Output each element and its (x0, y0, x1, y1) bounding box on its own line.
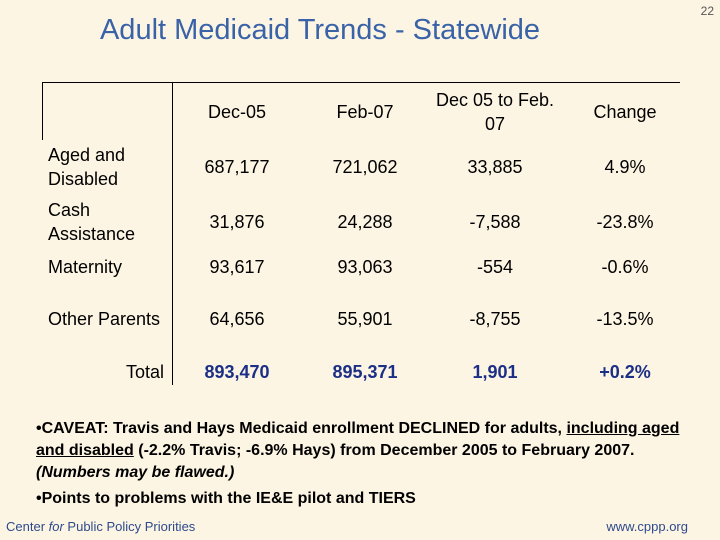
table-cell: 721,062 (332, 157, 398, 177)
table-cell: 33,885 (467, 157, 523, 177)
table-cell: 1,901 (472, 362, 518, 382)
bullet-text: •CAVEAT: Travis and Hays Medicaid enroll… (36, 420, 567, 437)
table-cell: +0.2% (599, 362, 651, 382)
table-cell: 93,063 (337, 257, 393, 277)
column-header: Feb-07 (336, 102, 394, 122)
row-label: Maternity (48, 257, 123, 277)
bullet-text: (-2.2% Travis; -6.9% Hays) from December… (133, 442, 635, 459)
column-header: Dec-05 (207, 102, 267, 122)
footer-left: Center for Public Policy Priorities (6, 519, 195, 534)
bullets: •CAVEAT: Travis and Hays Medicaid enroll… (36, 418, 706, 514)
bullet-text: •Points to problems with the IE&E pilot … (36, 490, 416, 507)
table-cell: -13.5% (596, 309, 654, 329)
table-cell: -23.8% (596, 212, 654, 232)
table-border (42, 82, 43, 140)
table-border (42, 82, 680, 83)
table-cell: -7,588 (469, 212, 521, 232)
row-label: Aged and Disabled (48, 145, 126, 189)
column-header: Change (593, 102, 657, 122)
footer-text: for (48, 519, 64, 534)
title: Adult Medicaid Trends - Statewide (99, 14, 541, 46)
table-cell: 93,617 (209, 257, 265, 277)
table-cell: -554 (476, 257, 514, 277)
page-number: 22 (700, 4, 714, 18)
bullet: •Points to problems with the IE&E pilot … (36, 488, 706, 510)
table-cell: 31,876 (209, 212, 265, 232)
table-cell: -8,755 (469, 309, 521, 329)
footer-right: www.cppp.org (606, 519, 688, 534)
table-cell: 895,371 (332, 362, 398, 382)
table-cell: 64,656 (209, 309, 265, 329)
table-cell: -0.6% (601, 257, 649, 277)
table-cell: 55,901 (337, 309, 393, 329)
table-cell: 4.9% (604, 157, 646, 177)
table-cell: 687,177 (204, 157, 270, 177)
row-label: Cash Assistance (48, 200, 136, 244)
row-label: Other Parents (48, 309, 161, 329)
table-cell: 24,288 (337, 212, 393, 232)
column-header: Dec 05 to Feb. 07 (435, 90, 555, 134)
bullet-text: including aged and disabled (36, 420, 680, 459)
footer-text: Public Policy Priorities (63, 519, 196, 534)
bullet: •CAVEAT: Travis and Hays Medicaid enroll… (36, 418, 706, 484)
table-border (172, 82, 173, 385)
table-cell: 893,470 (204, 362, 270, 382)
bullet-text: (Numbers may be flawed.) (36, 464, 235, 481)
footer-text: Center (6, 519, 49, 534)
row-label: Total (125, 362, 164, 382)
